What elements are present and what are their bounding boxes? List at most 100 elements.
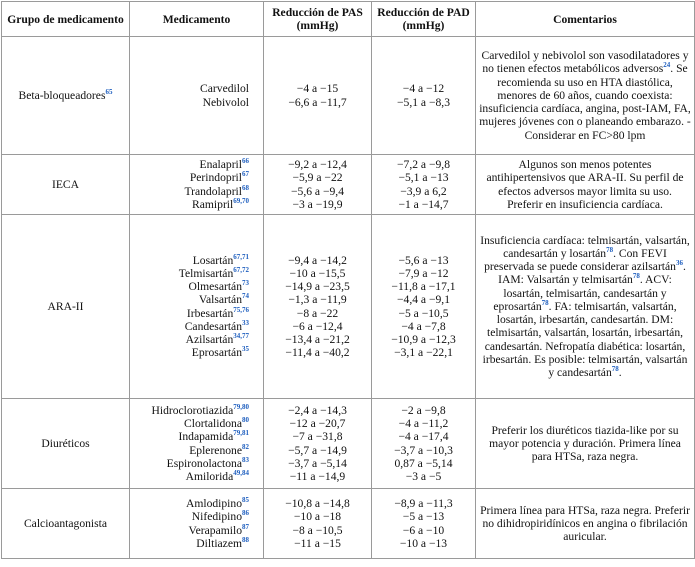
drug-name: Verapamilo xyxy=(188,523,242,537)
group-cell: Calcioantagonista xyxy=(1,488,130,559)
reference: 78 xyxy=(606,246,614,255)
drug-line: Candesartán33 xyxy=(133,318,249,333)
pad-value: −7,9 a −12 xyxy=(398,266,449,280)
comment-text: . FA: telmisartán, valsartán, losartán, … xyxy=(482,299,688,379)
drug-line: Valsartán74 xyxy=(133,293,249,306)
pad-value: −11,8 a −17,1 xyxy=(391,280,456,294)
drug-line: Amilorida49,84 xyxy=(133,470,249,483)
drug-name: Amlodipino xyxy=(185,497,242,511)
reference: 75,76 xyxy=(233,305,249,314)
drug-name: Losartán xyxy=(192,253,234,267)
header-row: Grupo de medicamento Medicamento Reducción… xyxy=(1,1,695,37)
pas-value: −4 a −15 xyxy=(296,82,339,96)
drug-line: Losartán67,71 xyxy=(133,252,249,267)
reference: 24 xyxy=(663,61,671,70)
pas-value: −6 a −12,4 xyxy=(292,319,343,333)
drug-name: Clortalidona xyxy=(184,417,242,431)
drug-line: Espironolactona83 xyxy=(133,455,249,470)
drug-name: Ramipril xyxy=(192,197,234,211)
pas-cell: −10,8 a −14,8 −10 a −18 −8 a −10,5 −11 a −1… xyxy=(263,488,372,559)
pad-value: −4 a −11,2 xyxy=(398,417,449,431)
pad-value: −5,1 a −13 xyxy=(398,171,449,185)
reference: 68 xyxy=(242,183,249,192)
group-name: Diuréticos xyxy=(41,436,90,450)
reference: 35 xyxy=(242,345,249,354)
pad-value: −5 a −10,5 xyxy=(398,306,449,320)
pas-value: −11,4 a −40,2 xyxy=(285,346,350,360)
drug-line: Perindopril67 xyxy=(133,171,249,184)
reference: 36 xyxy=(675,259,683,268)
reference: 67,72 xyxy=(233,266,249,275)
drug-name: Diltiazem xyxy=(196,536,242,550)
reference: 87 xyxy=(242,522,249,531)
pad-cell: −5,6 a −13 −7,9 a −12 −11,8 a −17,1 −4,4 a … xyxy=(371,214,476,399)
drug-name: Olmesartán xyxy=(188,280,242,294)
comment-cell: Carvedilol y nebivolol son vasodilatador… xyxy=(475,36,695,155)
pas-value: −6,6 a −11,7 xyxy=(288,95,347,109)
comment-text: . Se recomienda su uso en HTA diastólica… xyxy=(479,62,691,142)
pas-value: −5,7 a −14,9 xyxy=(288,443,347,457)
pad-cell: −4 a −12 −5,1 a −8,3 xyxy=(371,36,476,155)
group-cell: Beta-bloqueadores65 xyxy=(1,36,130,155)
header-cell: Comentarios xyxy=(475,1,695,37)
pas-cell: −9,2 a −12,4 −5,9 a −22 −5,6 a −9,4 −3 a −1… xyxy=(263,154,372,215)
reference: 67,71 xyxy=(233,252,249,261)
reference: 82 xyxy=(242,442,249,451)
pad-value: −10 a −13 xyxy=(399,536,448,550)
comment-text: . Con FEVI preservada se puede considera… xyxy=(484,247,676,274)
drug-line: Olmesartán73 xyxy=(133,280,249,293)
pad-value: −10,9 a −12,3 xyxy=(391,332,456,346)
pas-value: −7 a −31,8 xyxy=(292,430,343,444)
comment-text: . IAM: Valsartán y telmisartán xyxy=(498,260,686,287)
pad-value: −4 a −12 xyxy=(402,82,445,96)
reference: 80 xyxy=(242,416,249,425)
reference: 83 xyxy=(242,455,249,464)
pas-value: −3 a −19,9 xyxy=(292,197,343,211)
reference: 78 xyxy=(611,365,619,374)
pad-value: −3,9 a 6,2 xyxy=(400,184,447,198)
reference: 73 xyxy=(242,279,249,288)
reference: 78 xyxy=(541,299,549,308)
comment-text: Preferir los diuréticos tiazida-like por… xyxy=(489,423,681,464)
comment-text: Algunos son menos potentes antihipertens… xyxy=(486,158,684,211)
pas-value: −11 a −14,9 xyxy=(289,469,346,483)
group-cell: IECA xyxy=(1,154,130,215)
pas-value: −10,8 a −14,8 xyxy=(285,497,350,511)
pad-value: −1 a −14,7 xyxy=(398,197,449,211)
drug-cell: Enalapril66 Perindopril67 Trandolapril68 Ra… xyxy=(129,154,264,215)
pas-value: −8 a −10,5 xyxy=(292,523,343,537)
group-row: Calcioantagonista Amlodipino85 Nifedipino8… xyxy=(1,488,695,559)
drug-line: Nifedipino86 xyxy=(133,510,249,523)
drug-line: Indapamida79,81 xyxy=(133,430,249,443)
comment-text: . ACV: losartán, telmisartán, candesartá… xyxy=(493,273,672,313)
drug-name: Nifedipino xyxy=(191,510,242,524)
drug-cell: Losartán67,71 Telmisartán67,72 Olmesartán7… xyxy=(129,214,264,399)
pad-value: −5 a −13 xyxy=(402,510,445,524)
drug-name: Azilsartán xyxy=(185,332,234,346)
pas-value: −9,4 a −14,2 xyxy=(288,253,347,267)
drug-line: Ramipril69,70 xyxy=(133,197,249,211)
drug-line: Telmisartán67,72 xyxy=(133,267,249,280)
drug-line: Eplerenone82 xyxy=(133,442,249,457)
reference: 79,80 xyxy=(233,403,249,412)
drug-line: Irbesartán75,76 xyxy=(133,305,249,320)
comment-text: Carvedilol y nebivolol son vasodilatador… xyxy=(481,49,689,76)
reference: 88 xyxy=(242,535,249,544)
reference: 49,84 xyxy=(233,469,249,478)
reference: 33 xyxy=(242,318,249,327)
comment-text: . xyxy=(618,365,622,379)
drug-line: Trandolapril68 xyxy=(133,183,249,198)
drug-line: Carvedilol xyxy=(133,82,249,95)
drug-name: Amilorida xyxy=(185,469,234,483)
drug-name: Carvedilol xyxy=(200,82,249,96)
header-cell: Medicamento xyxy=(129,1,264,37)
drug-name: Candesartán xyxy=(184,319,242,333)
reference: 67 xyxy=(242,170,249,179)
reference: 86 xyxy=(242,509,249,518)
drug-name: Valsartán xyxy=(198,293,242,307)
comment-text: Primera línea para HTSa, raza negra. Pre… xyxy=(480,503,690,544)
pad-value: −3,7 a −10,3 xyxy=(394,443,453,457)
pad-value: −8,9 a −11,3 xyxy=(394,497,453,511)
pas-value: −9,2 a −12,4 xyxy=(288,158,347,172)
pad-value: −2 a −9,8 xyxy=(401,403,446,417)
